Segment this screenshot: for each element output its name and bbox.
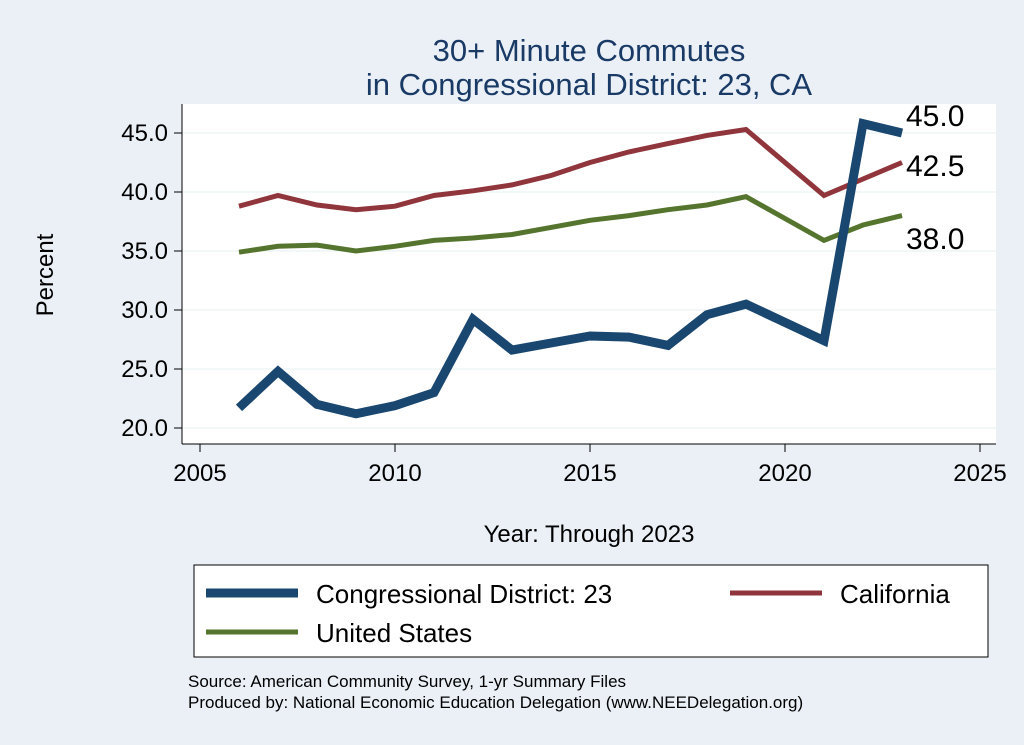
axes [181, 104, 996, 445]
legend-label-united-states: United States [316, 618, 472, 648]
series-line-united-states [238, 194, 903, 255]
y-tick-label: 25.0 [121, 356, 168, 383]
source-note: Source: American Community Survey, 1-yr … [188, 672, 626, 691]
legend-box [193, 564, 989, 658]
series-lines [235, 118, 904, 419]
chart-title-line-2: in Congressional District: 23, CA [366, 67, 813, 102]
y-tick-label: 35.0 [121, 238, 168, 265]
end-labels: 45.0 42.5 38.0 [906, 100, 964, 256]
end-label-california: 42.5 [906, 150, 964, 183]
y-tick-label: 30.0 [121, 297, 168, 324]
y-tick-label: 20.0 [121, 415, 168, 442]
chart-title-line-1: 30+ Minute Commutes [433, 33, 746, 68]
end-label-district: 45.0 [906, 100, 964, 133]
series-line-california [238, 126, 903, 213]
x-tick-label: 2005 [173, 460, 226, 487]
axis-ticks: 20.0 25.0 30.0 35.0 40.0 45.0 2005 2010 2015 2020… [121, 120, 1006, 487]
y-tick-label: 40.0 [121, 179, 168, 206]
y-tick-label: 45.0 [121, 120, 168, 147]
producer-note: Produced by: National Economic Education… [188, 693, 803, 712]
legend-label-california: California [840, 579, 950, 609]
legend-label-district: Congressional District: 23 [316, 579, 612, 609]
x-axis-title: Year: Through 2023 [484, 521, 695, 548]
x-tick-label: 2020 [758, 460, 811, 487]
x-tick-label: 2015 [563, 460, 616, 487]
end-label-united-states: 38.0 [906, 223, 964, 256]
y-axis-title: Percent [32, 233, 59, 316]
x-tick-label: 2025 [953, 460, 1006, 487]
series-line-district [235, 118, 904, 419]
legend: Congressional District: 23 California Un… [193, 564, 989, 658]
x-tick-label: 2010 [368, 460, 421, 487]
